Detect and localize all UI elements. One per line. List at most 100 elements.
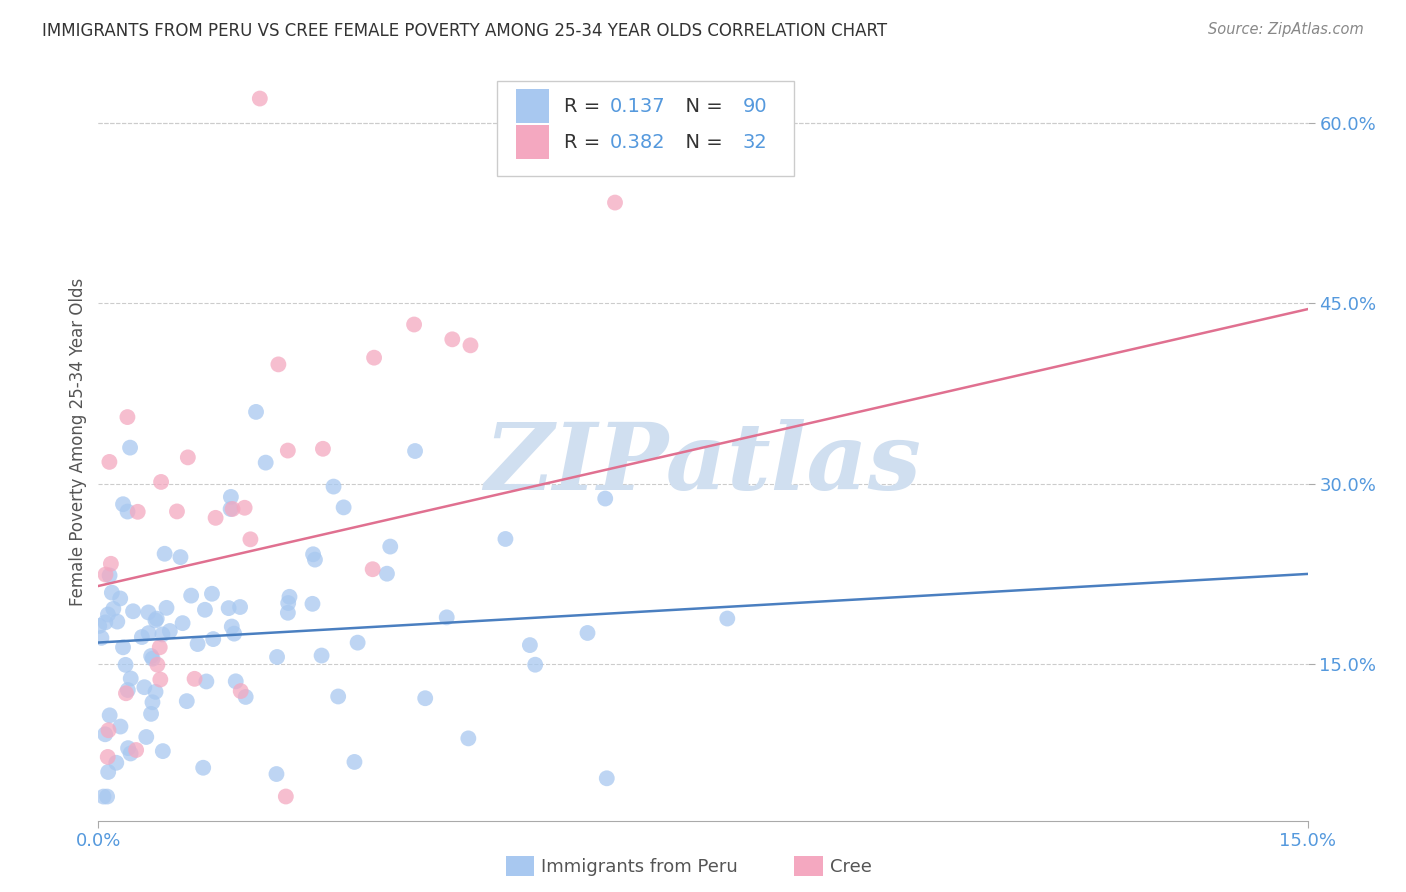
Point	[277, 606, 299, 620]
Point	[332, 500, 354, 515]
Point	[404, 318, 426, 332]
Point	[139, 706, 162, 721]
Point	[328, 690, 350, 704]
Point	[519, 638, 541, 652]
Point	[304, 552, 326, 566]
Point	[153, 547, 176, 561]
FancyBboxPatch shape	[516, 89, 550, 123]
Point	[195, 674, 218, 689]
Point	[233, 500, 256, 515]
Point	[235, 690, 257, 704]
Point	[524, 657, 547, 672]
Point	[112, 640, 135, 655]
Point	[97, 764, 120, 779]
Point	[457, 731, 479, 746]
Point	[221, 619, 243, 633]
Point	[311, 648, 333, 663]
Point	[98, 708, 121, 723]
Point	[301, 597, 323, 611]
Point	[266, 650, 288, 665]
Point	[176, 694, 198, 708]
Point	[145, 685, 167, 699]
Point	[105, 756, 128, 770]
Point	[97, 723, 120, 738]
Point	[193, 761, 215, 775]
Text: N =: N =	[672, 133, 728, 152]
Point	[98, 568, 121, 582]
Point	[97, 750, 120, 764]
Point	[134, 680, 156, 694]
Point	[146, 657, 169, 672]
Point	[576, 626, 599, 640]
Point	[204, 511, 226, 525]
Point	[229, 684, 252, 698]
Point	[219, 490, 242, 504]
Point	[404, 444, 426, 458]
Point	[152, 744, 174, 758]
Point	[169, 550, 191, 565]
Point	[277, 596, 299, 610]
Point	[172, 616, 194, 631]
Point	[149, 640, 172, 655]
Point	[114, 657, 136, 672]
Point	[101, 585, 124, 599]
Point	[96, 789, 118, 804]
Point	[219, 502, 242, 516]
Point	[277, 443, 299, 458]
Point	[716, 611, 738, 625]
Point	[94, 567, 117, 582]
Point	[460, 338, 482, 352]
Text: R =: R =	[564, 133, 606, 152]
Text: Source: ZipAtlas.com: Source: ZipAtlas.com	[1208, 22, 1364, 37]
Point	[274, 789, 297, 804]
Point	[187, 637, 209, 651]
Point	[120, 441, 142, 455]
Point	[361, 562, 384, 576]
Y-axis label: Female Poverty Among 25-34 Year Olds: Female Poverty Among 25-34 Year Olds	[69, 277, 87, 606]
Point	[194, 603, 217, 617]
Point	[125, 743, 148, 757]
Point	[380, 540, 402, 554]
Point	[131, 630, 153, 644]
Point	[363, 351, 385, 365]
Point	[103, 602, 125, 616]
Point	[93, 789, 115, 804]
Point	[155, 600, 177, 615]
Text: Immigrants from Peru: Immigrants from Peru	[541, 858, 738, 876]
Point	[112, 497, 135, 511]
Point	[98, 455, 121, 469]
Point	[145, 612, 167, 626]
Point	[494, 532, 516, 546]
Point	[141, 695, 163, 709]
Point	[218, 601, 240, 615]
Point	[117, 410, 139, 425]
Point	[593, 491, 616, 506]
Point	[89, 619, 111, 633]
Point	[278, 590, 301, 604]
Point	[105, 615, 128, 629]
Point	[149, 673, 172, 687]
Point	[201, 587, 224, 601]
FancyBboxPatch shape	[516, 125, 550, 159]
Point	[127, 505, 149, 519]
Point	[115, 686, 138, 700]
Text: R =: R =	[564, 97, 606, 116]
Text: 32: 32	[742, 133, 768, 152]
Point	[94, 615, 117, 630]
Point	[346, 635, 368, 649]
Text: 0.382: 0.382	[610, 133, 665, 152]
Text: N =: N =	[672, 97, 728, 116]
Text: IMMIGRANTS FROM PERU VS CREE FEMALE POVERTY AMONG 25-34 YEAR OLDS CORRELATION CH: IMMIGRANTS FROM PERU VS CREE FEMALE POVE…	[42, 22, 887, 40]
Point	[436, 610, 458, 624]
Point	[120, 747, 142, 761]
Point	[135, 730, 157, 744]
Point	[202, 632, 225, 646]
Point	[177, 450, 200, 465]
Point	[221, 502, 243, 516]
Point	[145, 614, 167, 628]
Point	[90, 631, 112, 645]
Point	[441, 332, 464, 346]
Point	[180, 589, 202, 603]
Point	[94, 727, 117, 741]
Point	[603, 195, 626, 210]
